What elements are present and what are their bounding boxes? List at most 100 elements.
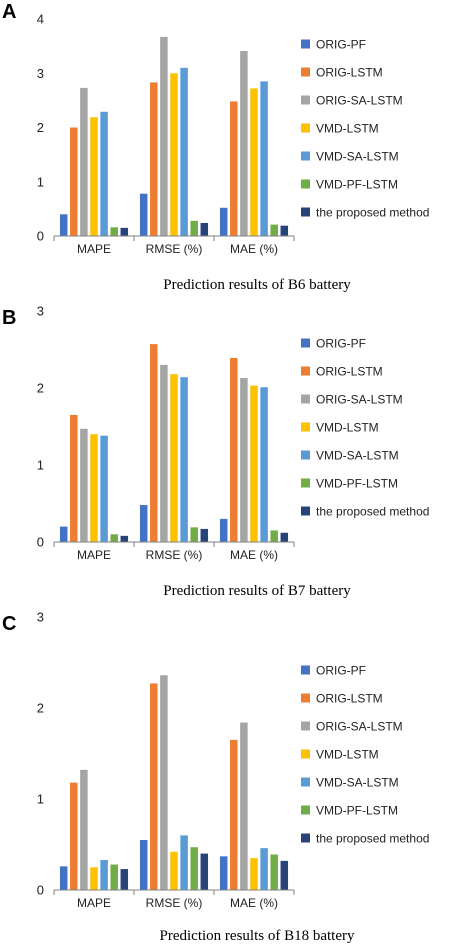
bar-orig-lstm-0 (70, 782, 78, 890)
bar-orig-lstm-1 (150, 683, 158, 890)
bar-the-proposed-method-1 (200, 222, 209, 236)
bar-orig-sa-lstm-1 (160, 36, 168, 237)
bar-vmd-lstm-1 (170, 851, 178, 890)
legend-swatch (301, 179, 310, 189)
x-category-label: MAE (%) (230, 242, 278, 256)
bar-orig-pf-2 (219, 518, 228, 542)
legend-label: VMD-PF-LSTM (316, 178, 398, 192)
bar-orig-pf-1 (139, 839, 148, 890)
bar-vmd-sa-lstm-2 (260, 848, 268, 890)
bar-orig-lstm-0 (70, 127, 78, 236)
bar-vmd-sa-lstm-2 (260, 387, 268, 542)
bar-vmd-sa-lstm-0 (100, 111, 108, 236)
legend-label: ORIG-PF (316, 664, 366, 678)
y-tick-label: 1 (37, 174, 44, 189)
bar-the-proposed-method-2 (280, 860, 289, 890)
legend-swatch (301, 151, 310, 161)
legend-swatch (301, 394, 310, 404)
y-tick-label: 1 (37, 792, 44, 807)
x-category-label: MAE (%) (230, 896, 278, 910)
bar-the-proposed-method-0 (120, 869, 129, 890)
bar-the-proposed-method-0 (120, 535, 129, 542)
bar-orig-pf-1 (139, 505, 148, 542)
bar-orig-pf-1 (139, 193, 148, 236)
bar-orig-pf-0 (59, 526, 68, 542)
y-tick-label: 2 (37, 381, 44, 396)
chart-panel-c: C 0 1 2 3 MAPE RMSE (%) MAE (%) ORIG-PF ORIG-LSTM… (2, 610, 429, 945)
x-category-label: RMSE (%) (146, 548, 203, 562)
legend-label: ORIG-SA-LSTM (316, 393, 403, 407)
bar-vmd-lstm-2 (250, 858, 258, 890)
x-category-label: RMSE (%) (146, 242, 203, 256)
legend-swatch (301, 478, 310, 488)
bar-vmd-lstm-1 (170, 374, 178, 542)
legend-swatch (301, 95, 310, 105)
legend-swatch (301, 665, 310, 675)
bar-vmd-pf-lstm-1 (190, 847, 198, 890)
x-category-label: MAE (%) (230, 548, 278, 562)
bar-orig-pf-2 (219, 856, 228, 890)
legend-label: VMD-PF-LSTM (316, 804, 398, 818)
panel-letter: A (2, 1, 16, 23)
bar-orig-pf-0 (59, 866, 68, 890)
legend-swatch (301, 777, 310, 787)
bar-the-proposed-method-1 (200, 853, 209, 890)
bar-orig-sa-lstm-1 (160, 675, 168, 890)
bar-vmd-lstm-2 (250, 88, 258, 236)
bar-vmd-lstm-0 (90, 867, 98, 890)
legend-label: VMD-LSTM (316, 748, 379, 762)
legend-label: VMD-PF-LSTM (316, 477, 398, 491)
bar-vmd-sa-lstm-0 (100, 859, 108, 890)
legend-swatch (301, 67, 310, 77)
bar-orig-sa-lstm-1 (160, 364, 168, 542)
legend-label: ORIG-PF (316, 38, 366, 52)
y-tick-label: 2 (37, 120, 44, 135)
legend-label: ORIG-LSTM (316, 66, 383, 80)
x-category-label: MAPE (77, 896, 111, 910)
bar-orig-lstm-1 (150, 344, 158, 542)
legend-swatch (301, 693, 310, 703)
legend-label: the proposed method (316, 505, 429, 519)
legend-label: ORIG-SA-LSTM (316, 720, 403, 734)
bar-vmd-pf-lstm-1 (190, 220, 198, 236)
y-tick-label: 0 (37, 883, 44, 898)
bar-the-proposed-method-0 (120, 227, 129, 236)
chart-caption: Prediction results of B18 battery (160, 928, 355, 944)
bar-vmd-sa-lstm-1 (180, 377, 188, 542)
legend-label: VMD-LSTM (316, 421, 379, 435)
bar-vmd-sa-lstm-2 (260, 81, 268, 236)
bar-orig-sa-lstm-2 (240, 377, 248, 542)
panel-letter: C (2, 613, 16, 635)
y-tick-label: 3 (37, 610, 44, 625)
bar-vmd-lstm-0 (90, 434, 98, 542)
x-category-label: MAPE (77, 242, 111, 256)
legend-label: VMD-SA-LSTM (316, 449, 399, 463)
bar-vmd-lstm-1 (170, 73, 178, 236)
legend-swatch (301, 123, 310, 133)
y-tick-label: 0 (37, 535, 44, 550)
bar-orig-lstm-1 (150, 82, 158, 236)
legend-label: VMD-LSTM (316, 122, 379, 136)
chart-caption: Prediction results of B6 battery (163, 277, 351, 293)
bar-vmd-sa-lstm-1 (180, 835, 188, 890)
y-tick-label: 2 (37, 701, 44, 716)
bar-vmd-pf-lstm-0 (110, 864, 118, 890)
legend-swatch (301, 833, 310, 843)
bar-vmd-pf-lstm-0 (110, 227, 118, 236)
bar-orig-pf-2 (219, 207, 228, 236)
bar-orig-pf-0 (59, 214, 68, 236)
bar-vmd-sa-lstm-0 (100, 435, 108, 542)
panel-letter: B (2, 307, 16, 329)
legend-label: VMD-SA-LSTM (316, 150, 399, 164)
bar-vmd-pf-lstm-2 (270, 224, 278, 236)
bar-orig-lstm-2 (230, 357, 238, 542)
bar-orig-sa-lstm-2 (240, 51, 248, 237)
legend-label: the proposed method (316, 206, 429, 220)
bar-orig-sa-lstm-0 (80, 769, 88, 890)
bar-vmd-lstm-0 (90, 117, 98, 236)
legend-label: ORIG-SA-LSTM (316, 94, 403, 108)
chart-caption: Prediction results of B7 battery (163, 583, 351, 599)
chart-panel-b: B 0 1 2 3 MAPE RMSE (%) MAE (%) ORIG-PF ORIG-LSTM… (2, 304, 429, 600)
legend-swatch (301, 39, 310, 49)
